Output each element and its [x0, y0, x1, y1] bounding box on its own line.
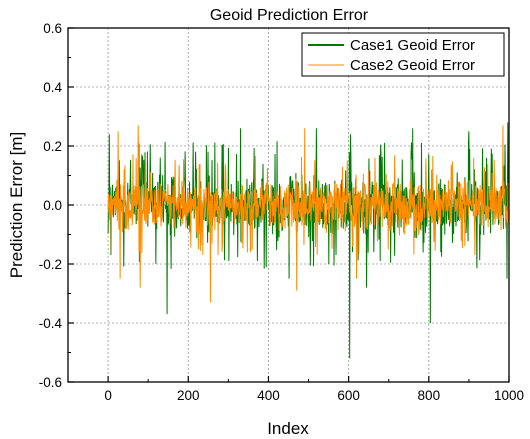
- x-axis: 0 200 400 600 800 1000: [67, 376, 524, 403]
- y-tick-label: 0.6: [43, 21, 62, 36]
- y-axis-label: Prediction Error [m]: [7, 132, 26, 278]
- legend: Case1 Geoid Error Case2 Geoid Error: [301, 32, 505, 77]
- y-tick-label: -0.6: [39, 375, 62, 390]
- legend-box: [301, 32, 505, 77]
- x-tick-label: 0: [104, 388, 112, 403]
- x-tick-label: 400: [257, 388, 280, 403]
- plot-area: [107, 122, 509, 359]
- x-tick-label: 800: [418, 388, 441, 403]
- legend-label-case2: Case2 Geoid Error: [350, 57, 475, 74]
- legend-label-case1: Case1 Geoid Error: [350, 37, 475, 54]
- x-tick-label: 1000: [494, 388, 524, 403]
- x-tick-label: 600: [337, 388, 360, 403]
- y-axis: -0.6 -0.4 -0.2 0.0 0.2 0.4 0.6: [39, 21, 74, 390]
- y-tick-label: 0.2: [43, 139, 62, 154]
- y-tick-label: -0.2: [39, 257, 62, 272]
- y-tick-label: -0.4: [39, 316, 63, 331]
- series-line-case2: [107, 125, 509, 303]
- x-tick-label: 200: [177, 388, 200, 403]
- y-tick-label: 0.4: [43, 80, 62, 95]
- y-tick-label: 0.0: [43, 198, 62, 213]
- chart-title: Geoid Prediction Error: [210, 7, 369, 24]
- x-axis-label: Index: [267, 419, 309, 438]
